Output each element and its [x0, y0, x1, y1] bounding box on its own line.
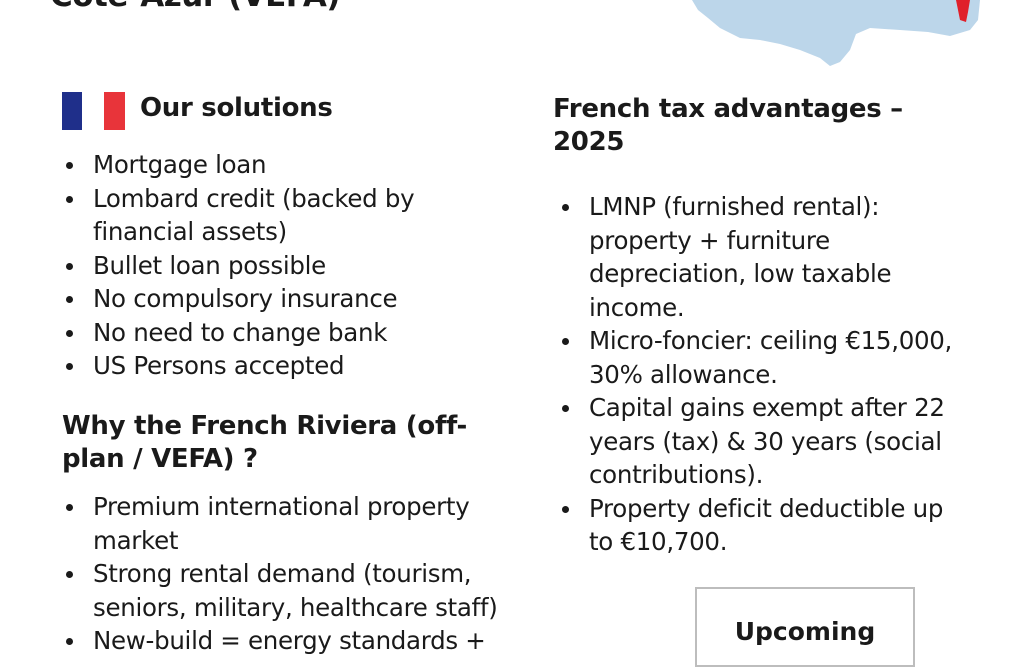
- france-flag-icon: [62, 92, 125, 130]
- list-item: Lombard credit (backed by financial asse…: [62, 182, 502, 249]
- why-heading: Why the French Riviera (off-plan / VEFA)…: [62, 411, 467, 474]
- list-item: Bullet loan possible: [62, 249, 502, 283]
- list-item: No compulsory insurance: [62, 282, 502, 316]
- page-title: Côte-Azur (VEFA): [50, 0, 341, 14]
- list-item: Micro-foncier: ceiling €15,000, 30% allo…: [558, 324, 958, 391]
- list-item: US Persons accepted: [62, 349, 502, 383]
- upcoming-box: Upcoming: [695, 587, 915, 667]
- solutions-list: Mortgage loan Lombard credit (backed by …: [62, 148, 502, 383]
- list-item: Capital gains exempt after 22 years (tax…: [558, 391, 958, 492]
- tax-list: LMNP (furnished rental): property + furn…: [558, 190, 958, 559]
- list-item: LMNP (furnished rental): property + furn…: [558, 190, 958, 324]
- list-item: Premium international property market: [62, 490, 542, 557]
- tax-heading: French tax advantages – 2025: [553, 94, 903, 157]
- solutions-heading: Our solutions: [140, 93, 333, 123]
- list-item: Property deficit deductible up to €10,70…: [558, 492, 958, 559]
- region-map: [692, 0, 980, 66]
- list-item: Strong rental demand (tourism, seniors, …: [62, 557, 542, 624]
- map-region-shape: [692, 0, 980, 66]
- upcoming-label: Upcoming: [734, 617, 876, 646]
- why-list: Premium international property market St…: [62, 490, 542, 658]
- map-highlight: [956, 0, 970, 22]
- list-item: Mortgage loan: [62, 148, 502, 182]
- list-item: New-build = energy standards +: [62, 624, 542, 658]
- list-item: No need to change bank: [62, 316, 502, 350]
